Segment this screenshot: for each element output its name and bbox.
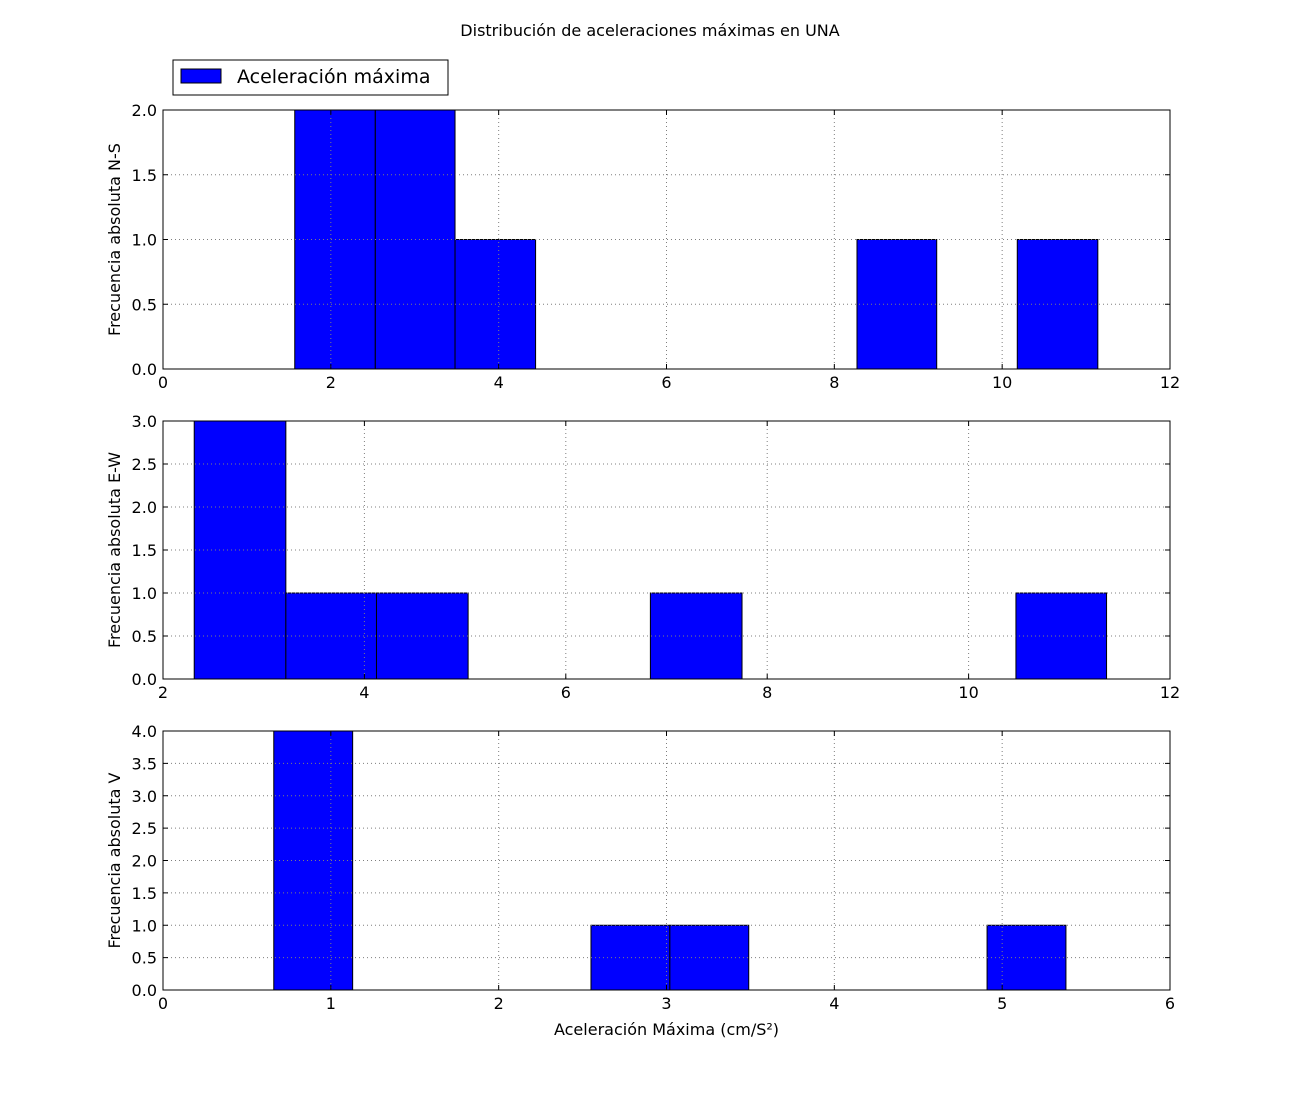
y-tick-label: 2.0: [132, 101, 157, 120]
y-tick-label: 0.5: [132, 295, 157, 314]
x-tick-label: 12: [1160, 683, 1180, 702]
x-tick-label: 2: [494, 994, 504, 1013]
x-tick-label: 4: [829, 994, 839, 1013]
y-tick-label: 0.0: [132, 670, 157, 689]
y-tick-label: 1.5: [132, 541, 157, 560]
x-axis-label: Aceleración Máxima (cm/S²): [554, 1020, 779, 1039]
y-tick-label: 2.0: [132, 852, 157, 871]
x-tick-label: 10: [958, 683, 978, 702]
x-tick-label: 3: [661, 994, 671, 1013]
x-tick-label: 4: [359, 683, 369, 702]
y-axis-label: Frecuencia absoluta N-S: [105, 143, 124, 336]
x-tick-label: 12: [1160, 373, 1180, 392]
y-tick-label: 4.0: [132, 722, 157, 741]
y-tick-label: 0.5: [132, 627, 157, 646]
histogram-bar: [856, 239, 938, 370]
x-tick-label: 2: [326, 373, 336, 392]
x-tick-label: 1: [326, 994, 336, 1013]
y-tick-label: 0.5: [132, 949, 157, 968]
y-tick-label: 1.0: [132, 584, 157, 603]
x-tick-label: 2: [158, 683, 168, 702]
legend-label: Aceleración máxima: [237, 66, 430, 88]
x-tick-label: 8: [762, 683, 772, 702]
legend-swatch: [180, 68, 222, 84]
y-tick-label: 0.0: [132, 360, 157, 379]
y-tick-label: 2.5: [132, 455, 157, 474]
y-tick-label: 1.5: [132, 884, 157, 903]
x-tick-label: 6: [1165, 994, 1175, 1013]
histogram-bar: [1016, 239, 1099, 370]
histogram-bar: [986, 924, 1067, 991]
y-axis-label: Frecuencia absoluta E-W: [105, 452, 124, 648]
histogram-bar: [590, 924, 671, 991]
x-tick-label: 6: [561, 683, 571, 702]
y-tick-label: 1.0: [132, 916, 157, 935]
x-tick-label: 0: [158, 994, 168, 1013]
subplot-3: 0 1 2 3 4 5 6 0.0 0.5 1.0 1.5 2.0 2.5 3.0 3.5 4.0 Frecue…: [105, 722, 1175, 1039]
y-tick-label: 3.5: [132, 754, 157, 773]
x-tick-label: 5: [997, 994, 1007, 1013]
x-tick-label: 0: [158, 373, 168, 392]
y-tick-label: 1.0: [132, 231, 157, 250]
y-tick-label: 2.5: [132, 819, 157, 838]
y-tick-label: 0.0: [132, 981, 157, 1000]
histogram-bar: [1015, 592, 1108, 680]
y-tick-label: 3.0: [132, 412, 157, 431]
subplot-2: 2 4 6 8 10 12 0.0 0.5 1.0 1.5 2.0 2.5 3.0 Frecuencia …: [105, 412, 1180, 702]
x-tick-label: 8: [829, 373, 839, 392]
x-tick-label: 4: [494, 373, 504, 392]
x-tick-label: 10: [992, 373, 1012, 392]
figure-title: Distribución de aceleraciones máximas en…: [460, 21, 839, 40]
y-axis-label: Frecuencia absoluta V: [105, 772, 124, 948]
y-tick-label: 1.5: [132, 166, 157, 185]
histogram-bar: [669, 924, 750, 991]
y-tick-label: 2.0: [132, 498, 157, 517]
histogram-bar: [273, 730, 354, 991]
legend: Aceleración máxima: [172, 59, 449, 96]
y-tick-label: 3.0: [132, 787, 157, 806]
subplot-1: 0 2 4 6 8 10 12 0.0 0.5 1.0 1.5 2.0 Frecuencia absol…: [105, 101, 1180, 392]
histogram-bar: [649, 592, 743, 680]
histogram-bar: [375, 592, 469, 680]
x-tick-label: 6: [661, 373, 671, 392]
